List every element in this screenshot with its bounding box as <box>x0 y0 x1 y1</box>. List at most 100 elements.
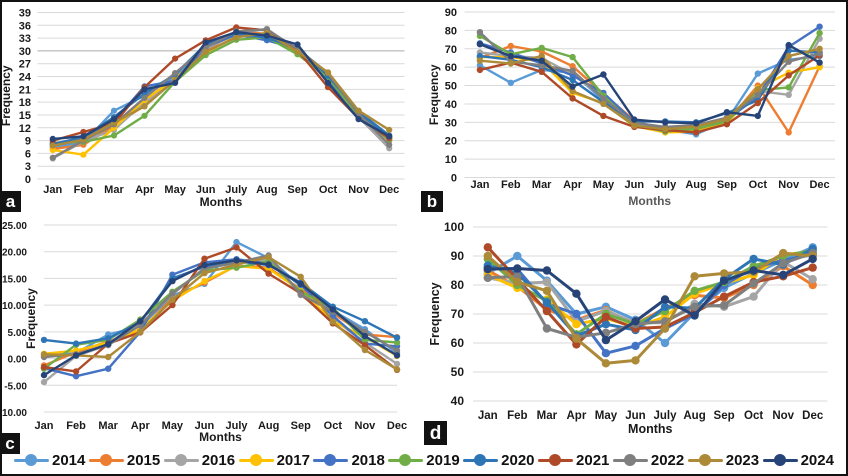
series-line-2019 <box>51 36 391 144</box>
data-point-2019 <box>569 53 576 61</box>
legend-item-2014: 2014 <box>14 452 85 469</box>
legend-marker-dot <box>99 454 112 466</box>
data-point-2016 <box>542 277 552 287</box>
data-point-2022 <box>779 259 788 268</box>
x-axis-title: Months <box>200 195 243 209</box>
data-point-2021 <box>719 292 729 301</box>
x-tick-label: Apr <box>563 179 583 191</box>
data-point-2024 <box>476 41 484 48</box>
data-point-2022 <box>754 91 761 99</box>
data-point-2023 <box>324 69 332 76</box>
legend-year-label: 2019 <box>426 451 460 469</box>
y-tick-label: 10.00 <box>2 301 27 312</box>
data-point-2023 <box>507 60 514 67</box>
y-tick-label: 90 <box>451 249 465 263</box>
data-point-2022 <box>690 302 699 311</box>
data-point-2021 <box>483 243 492 252</box>
chart-panel-c: -10.00 -5.00 0.00 5.00 10.00 15.00 20.00 25.00 J… <box>0 213 424 445</box>
data-point-2021 <box>542 306 552 316</box>
data-point-2014 <box>660 338 670 348</box>
data-point-2021 <box>601 312 611 322</box>
data-point-2020 <box>72 340 80 347</box>
data-point-2024 <box>386 133 393 140</box>
data-point-2023 <box>294 48 301 55</box>
x-tick-label: Jan <box>35 420 54 432</box>
data-point-2023 <box>141 103 148 110</box>
data-point-2023 <box>719 269 729 278</box>
legend-marker-dot <box>249 454 262 466</box>
x-tick-label: Sep <box>287 184 307 196</box>
series-line-2023 <box>51 31 391 147</box>
y-tick-label: 60 <box>445 62 457 74</box>
data-point-2024 <box>513 264 522 273</box>
x-tick-label: Dec <box>809 179 829 191</box>
legend-year-label: 2018 <box>351 451 385 469</box>
chart-svg-d: 40 50 60 70 80 90 100 Jan Feb Mar Apr May Jun July Aug… <box>428 220 828 436</box>
data-point-2023 <box>233 34 240 41</box>
legend-item-2019: 2019 <box>388 451 460 469</box>
data-point-2016 <box>785 91 792 99</box>
chart-panel-a: 0 3 6 9 12 15 18 21 24 27 30 33 36 39 Jan Feb Mar Apr May J… <box>0 0 424 212</box>
x-tick-label: Apr <box>566 410 586 422</box>
x-tick-label: Jan <box>478 410 498 422</box>
x-tick-label: Aug <box>685 179 706 191</box>
x-axis-title: Months <box>628 194 671 208</box>
x-tick-label: Aug <box>256 184 277 196</box>
data-point-2024 <box>538 57 545 64</box>
y-tick-label: 50 <box>445 81 457 93</box>
y-tick-label: 0 <box>25 174 31 186</box>
data-point-2023 <box>690 272 699 281</box>
y-tick-label: 15.00 <box>2 274 27 285</box>
data-point-2020 <box>542 298 552 307</box>
data-point-2024 <box>483 264 492 274</box>
data-point-2023 <box>355 107 362 114</box>
data-point-2022 <box>542 324 552 333</box>
x-tick-label: Dec <box>802 410 824 422</box>
y-tick-label: 20 <box>445 136 457 148</box>
data-point-2024 <box>690 311 699 320</box>
data-point-2024 <box>393 352 401 359</box>
data-point-2024 <box>692 120 700 127</box>
legend-year-label: 2017 <box>276 451 310 469</box>
data-point-2024 <box>72 352 80 359</box>
legend-year-label: 2020 <box>501 451 535 469</box>
data-point-2020 <box>361 318 369 325</box>
y-tick-label: 24 <box>19 72 32 84</box>
y-tick-label: 30 <box>19 46 31 58</box>
data-point-2018 <box>601 349 611 358</box>
x-tick-label: Feb <box>66 420 86 432</box>
data-point-2023 <box>40 351 48 358</box>
x-tick-label: May <box>593 179 615 191</box>
data-point-2024 <box>723 109 731 116</box>
legend-item-2023: 2023 <box>687 451 760 469</box>
x-tick-label: Sep <box>291 420 311 432</box>
data-point-2024 <box>294 41 301 48</box>
legend-line-marker-icon <box>313 454 349 467</box>
data-point-2018 <box>72 373 80 380</box>
data-point-2024 <box>361 332 369 340</box>
y-tick-label: 21 <box>19 84 31 96</box>
data-point-2024 <box>660 295 670 304</box>
x-tick-label: Oct <box>749 179 768 191</box>
data-point-2016 <box>40 378 48 386</box>
legend-marker-dot <box>773 454 786 466</box>
data-point-2014 <box>513 251 522 261</box>
data-point-2022 <box>141 94 148 101</box>
legend-line-marker-icon <box>612 454 648 467</box>
x-tick-label: Oct <box>324 420 343 432</box>
legend-year-label: 2023 <box>725 451 760 469</box>
data-point-2019 <box>393 339 401 346</box>
data-point-2023 <box>816 45 823 52</box>
data-point-2024 <box>233 28 240 36</box>
legend-line-marker-icon <box>463 454 499 467</box>
data-point-2024 <box>785 41 792 49</box>
data-point-2023 <box>393 366 401 373</box>
data-point-2023 <box>631 356 640 365</box>
x-tick-label: Jun <box>196 184 216 196</box>
y-tick-label: 10 <box>445 154 457 166</box>
data-point-2015 <box>507 42 514 50</box>
legend-item-2022: 2022 <box>612 452 684 469</box>
data-point-2023 <box>329 318 336 325</box>
data-point-2024 <box>719 276 729 285</box>
data-point-2021 <box>476 66 484 74</box>
